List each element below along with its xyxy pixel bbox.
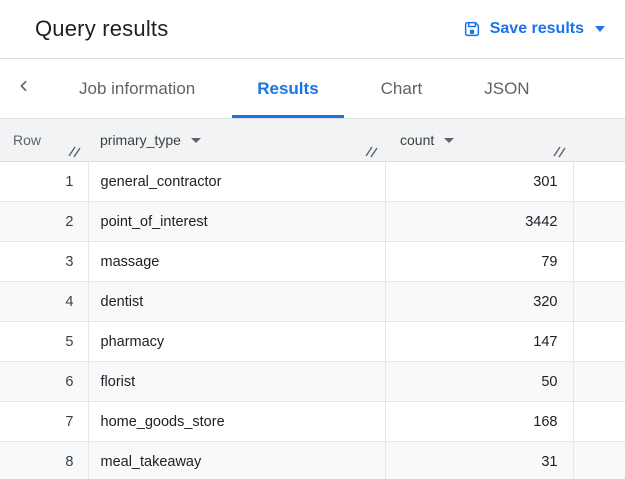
- primary-type-cell: point_of_interest: [87, 201, 385, 242]
- column-header-filler: [573, 118, 625, 162]
- results-table-header: Row primary_type: [0, 118, 625, 162]
- save-results-button[interactable]: Save results: [459, 14, 609, 44]
- results-tabbar: Job information Results Chart JSON: [0, 59, 625, 118]
- primary-type-cell: general_contractor: [87, 161, 385, 202]
- row-number-cell: 1: [0, 161, 88, 202]
- row-number-cell: 2: [0, 201, 88, 242]
- filler-cell: [572, 361, 625, 402]
- save-results-label: Save results: [489, 20, 584, 37]
- scroll-tabs-left-button[interactable]: [0, 59, 48, 118]
- count-cell: 3442: [384, 201, 573, 242]
- column-menu-caret-icon[interactable]: [444, 137, 455, 143]
- column-header-row-label: Row: [13, 132, 42, 148]
- count-cell: 31: [384, 441, 573, 479]
- primary-type-cell: meal_takeaway: [87, 441, 385, 479]
- table-row: 5 pharmacy 147: [0, 321, 625, 362]
- chevron-left-icon: [16, 78, 32, 99]
- table-row: 6 florist 50: [0, 361, 625, 402]
- count-cell: 168: [384, 401, 573, 442]
- filler-cell: [572, 241, 625, 282]
- primary-type-cell: pharmacy: [87, 321, 385, 362]
- results-table: Row primary_type: [0, 118, 625, 479]
- table-row: 2 point_of_interest 3442: [0, 201, 625, 242]
- tab-job-information[interactable]: Job information: [79, 78, 196, 98]
- table-row: 3 massage 79: [0, 241, 625, 282]
- column-header-primary-type-label: primary_type: [100, 132, 181, 148]
- tab-results[interactable]: Results: [226, 59, 349, 118]
- column-resize-handle-icon[interactable]: [553, 145, 567, 158]
- count-cell: 79: [384, 241, 573, 282]
- row-number-cell: 4: [0, 281, 88, 322]
- column-header-count: count: [385, 118, 573, 162]
- row-number-cell: 3: [0, 241, 88, 282]
- row-number-cell: 7: [0, 401, 88, 442]
- table-row: 1 general_contractor 301: [0, 161, 625, 202]
- save-caret-down-icon: [595, 26, 605, 32]
- tab-json[interactable]: JSON: [484, 78, 530, 98]
- primary-type-cell: dentist: [87, 281, 385, 322]
- row-number-cell: 5: [0, 321, 88, 362]
- count-cell: 320: [384, 281, 573, 322]
- filler-cell: [572, 401, 625, 442]
- filler-cell: [572, 281, 625, 322]
- primary-type-cell: home_goods_store: [87, 401, 385, 442]
- filler-cell: [572, 441, 625, 479]
- results-table-body: 1 general_contractor 301 2 point_of_inte…: [0, 161, 625, 479]
- tab-chart[interactable]: Chart: [380, 78, 423, 98]
- column-menu-caret-icon[interactable]: [190, 137, 201, 143]
- column-resize-handle-icon[interactable]: [68, 145, 82, 158]
- page-title: Query results: [35, 16, 169, 41]
- filler-cell: [572, 321, 625, 362]
- count-cell: 50: [384, 361, 573, 402]
- filler-cell: [572, 161, 625, 202]
- primary-type-cell: massage: [87, 241, 385, 282]
- column-header-count-label: count: [400, 132, 435, 148]
- filler-cell: [572, 201, 625, 242]
- row-number-cell: 6: [0, 361, 88, 402]
- primary-type-cell: florist: [87, 361, 385, 402]
- column-resize-handle-icon[interactable]: [365, 145, 379, 158]
- row-number-cell: 8: [0, 441, 88, 479]
- count-cell: 147: [384, 321, 573, 362]
- column-header-primary-type: primary_type: [88, 118, 385, 162]
- save-icon: [463, 20, 481, 38]
- table-row: 4 dentist 320: [0, 281, 625, 322]
- query-results-header: Query results Save results: [0, 0, 625, 59]
- table-row: 7 home_goods_store 168: [0, 401, 625, 442]
- column-header-row: Row: [0, 118, 88, 162]
- table-row: 8 meal_takeaway 31: [0, 441, 625, 479]
- count-cell: 301: [384, 161, 573, 202]
